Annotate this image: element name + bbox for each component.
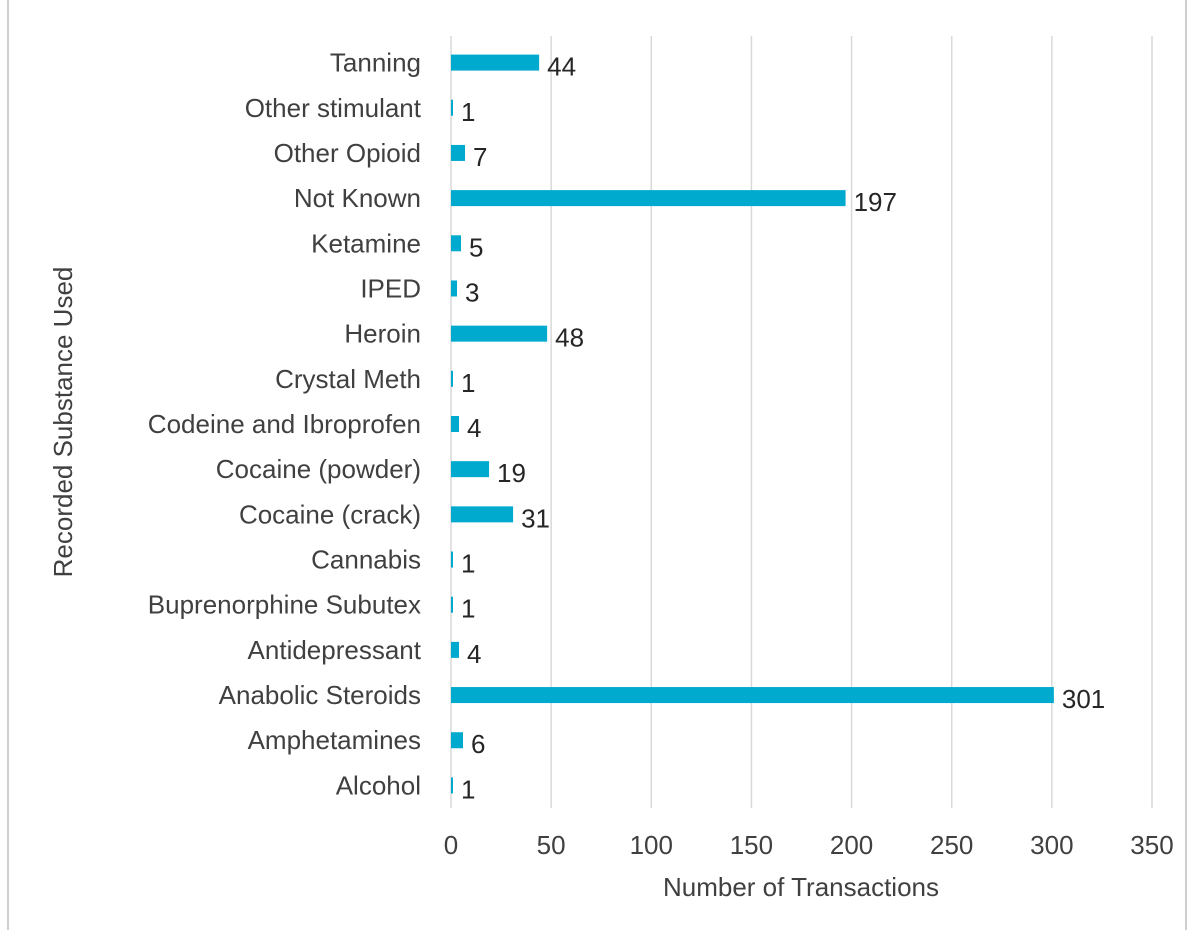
- bar: [451, 551, 454, 568]
- data-label: 19: [497, 458, 526, 488]
- category-label: Cocaine (powder): [216, 454, 421, 484]
- bar: [451, 99, 454, 116]
- bar: [451, 641, 460, 658]
- category-label: Cannabis: [311, 545, 421, 575]
- category-label: Codeine and Ibroprofen: [148, 409, 421, 439]
- x-tick-label: 200: [830, 830, 873, 860]
- bar: [451, 54, 540, 71]
- category-labels: Tanning Other stimulant Other Opioid Not Kn…: [148, 48, 422, 801]
- y-axis-title: Recorded Substance Used: [48, 267, 78, 578]
- x-tick-label: 250: [930, 830, 973, 860]
- x-tick-label: 350: [1130, 830, 1173, 860]
- data-label: 31: [521, 503, 550, 533]
- data-label: 4: [467, 413, 481, 443]
- category-label: IPED: [360, 273, 421, 303]
- gridlines: [450, 36, 1153, 808]
- data-label: 1: [461, 368, 475, 398]
- bar: [451, 190, 846, 207]
- data-labels: 44 1 7 197 5 3 48 1 4 19 31 1 1 4 301 6 1: [461, 52, 1105, 805]
- bar: [451, 732, 464, 749]
- x-tick-labels: 0 50 100 150 200 250 300 350: [444, 830, 1174, 860]
- category-label: Tanning: [330, 48, 421, 78]
- category-label: Amphetamines: [248, 725, 421, 755]
- data-label: 301: [1062, 684, 1105, 714]
- category-label: Ketamine: [311, 228, 421, 258]
- data-label: 5: [469, 232, 483, 262]
- category-label: Not Known: [294, 183, 421, 213]
- bar: [451, 687, 1054, 704]
- bar: [451, 416, 460, 432]
- category-label: Antidepressant: [248, 635, 422, 665]
- data-label: 1: [461, 97, 475, 127]
- x-axis-title: Number of Transactions: [663, 872, 939, 902]
- data-label: 1: [461, 774, 475, 804]
- bar: [451, 506, 514, 523]
- category-label: Alcohol: [336, 770, 421, 800]
- data-label: 4: [467, 639, 481, 669]
- data-label: 197: [854, 187, 897, 217]
- category-label: Heroin: [344, 319, 421, 349]
- data-label: 6: [471, 729, 485, 759]
- x-tick-label: 0: [444, 830, 458, 860]
- bar: [451, 596, 454, 613]
- category-label: Cocaine (crack): [239, 499, 421, 529]
- bar: [451, 777, 454, 794]
- category-label: Crystal Meth: [275, 364, 421, 394]
- x-tick-label: 300: [1030, 830, 1073, 860]
- category-label: Other stimulant: [245, 93, 422, 123]
- data-label: 48: [555, 323, 584, 353]
- bars: [451, 54, 1054, 794]
- x-tick-label: 150: [730, 830, 773, 860]
- data-label: 44: [547, 52, 576, 82]
- bar: [451, 325, 548, 342]
- data-label: 3: [465, 277, 479, 307]
- category-label: Other Opioid: [274, 138, 421, 168]
- bar: [451, 461, 490, 478]
- bar: [451, 280, 458, 297]
- bar: [451, 235, 462, 252]
- category-label: Anabolic Steroids: [219, 680, 421, 710]
- data-label: 7: [473, 142, 487, 172]
- bar: [451, 144, 466, 161]
- category-label: Buprenorphine Subutex: [148, 590, 421, 620]
- data-label: 1: [461, 549, 475, 579]
- x-tick-label: 100: [630, 830, 673, 860]
- x-tick-label: 50: [537, 830, 566, 860]
- bar: [451, 370, 454, 387]
- data-label: 1: [461, 594, 475, 624]
